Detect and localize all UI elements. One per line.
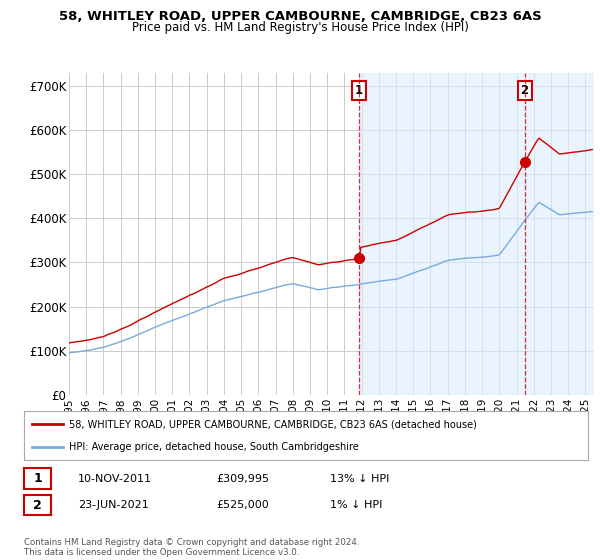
Text: 58, WHITLEY ROAD, UPPER CAMBOURNE, CAMBRIDGE, CB23 6AS: 58, WHITLEY ROAD, UPPER CAMBOURNE, CAMBR… — [59, 10, 541, 22]
Text: 58, WHITLEY ROAD, UPPER CAMBOURNE, CAMBRIDGE, CB23 6AS (detached house): 58, WHITLEY ROAD, UPPER CAMBOURNE, CAMBR… — [69, 419, 477, 430]
Text: Contains HM Land Registry data © Crown copyright and database right 2024.
This d: Contains HM Land Registry data © Crown c… — [24, 538, 359, 557]
Bar — [359, 73, 524, 395]
Text: 10-NOV-2011: 10-NOV-2011 — [78, 474, 152, 484]
Text: 2: 2 — [521, 84, 529, 97]
Text: £525,000: £525,000 — [216, 500, 269, 510]
Text: £309,995: £309,995 — [216, 474, 269, 484]
Text: 1% ↓ HPI: 1% ↓ HPI — [330, 500, 382, 510]
Bar — [524, 73, 594, 395]
Text: 1: 1 — [355, 84, 363, 97]
Text: 2: 2 — [33, 498, 42, 512]
Text: HPI: Average price, detached house, South Cambridgeshire: HPI: Average price, detached house, Sout… — [69, 442, 359, 452]
Text: 23-JUN-2021: 23-JUN-2021 — [78, 500, 149, 510]
Text: 1: 1 — [33, 472, 42, 486]
Text: 13% ↓ HPI: 13% ↓ HPI — [330, 474, 389, 484]
Text: Price paid vs. HM Land Registry's House Price Index (HPI): Price paid vs. HM Land Registry's House … — [131, 21, 469, 34]
